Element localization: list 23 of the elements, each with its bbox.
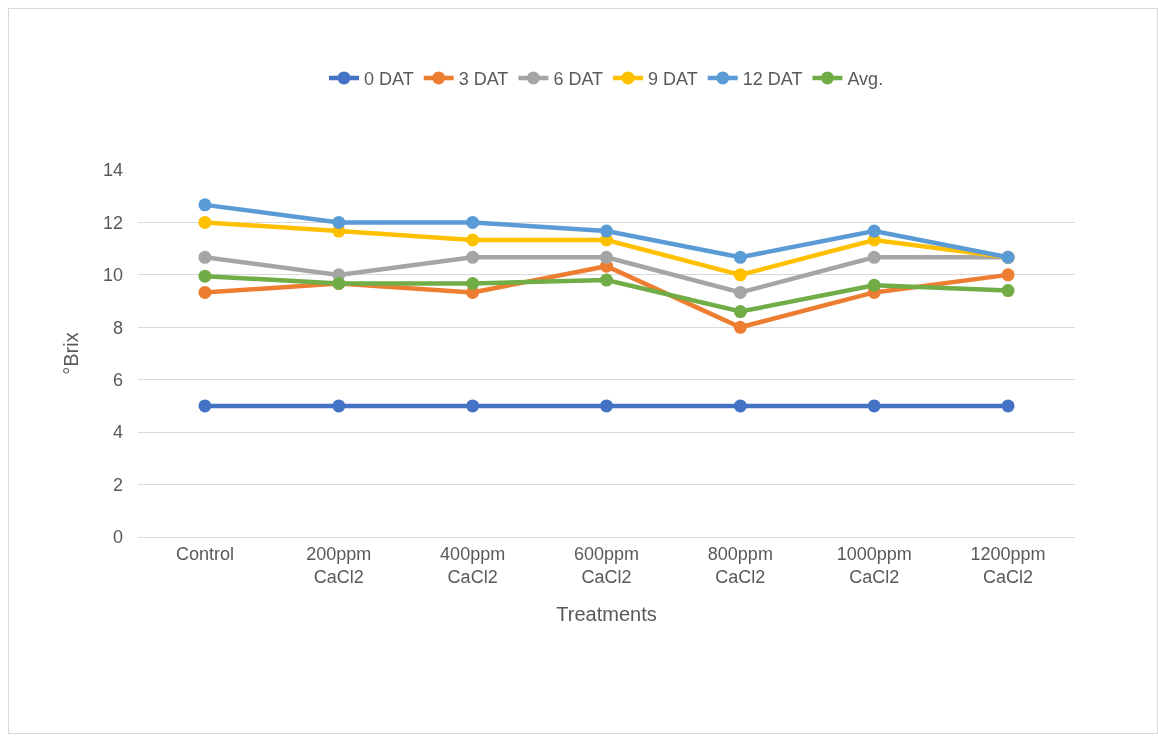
x-tick-label: 600ppm CaCl2	[573, 543, 640, 587]
y-tick-label: 12	[102, 212, 123, 233]
legend-label: 3 DAT	[458, 68, 509, 89]
legend-label: 9 DAT	[648, 68, 698, 89]
y-tick-label: 0	[112, 527, 123, 548]
x-tick-label: 1200ppm CaCl2	[970, 543, 1046, 587]
y-tick-label: 6	[112, 370, 123, 391]
legend-label: 6 DAT	[553, 68, 604, 89]
x-tick-label: 200ppm CaCl2	[306, 543, 372, 587]
x-axis-title: Treatments	[556, 602, 657, 625]
y-tick-label: 14	[102, 160, 123, 181]
y-axis-title: °Brix	[60, 332, 83, 375]
y-tick-label: 2	[112, 474, 123, 495]
legend-label: 0 DAT	[364, 68, 414, 89]
x-tick-label: 400ppm CaCl2	[440, 543, 506, 587]
x-tick-label: 800ppm CaCl2	[707, 543, 773, 587]
x-tick-label: 1000ppm CaCl2	[836, 543, 912, 587]
legend-label: 12 DAT	[742, 68, 803, 89]
y-tick-label: 10	[102, 265, 123, 286]
y-tick-label: 4	[112, 422, 123, 443]
x-tick-label: Control	[175, 543, 234, 564]
legend-label: Avg.	[847, 68, 884, 89]
y-tick-label: 8	[112, 317, 123, 338]
